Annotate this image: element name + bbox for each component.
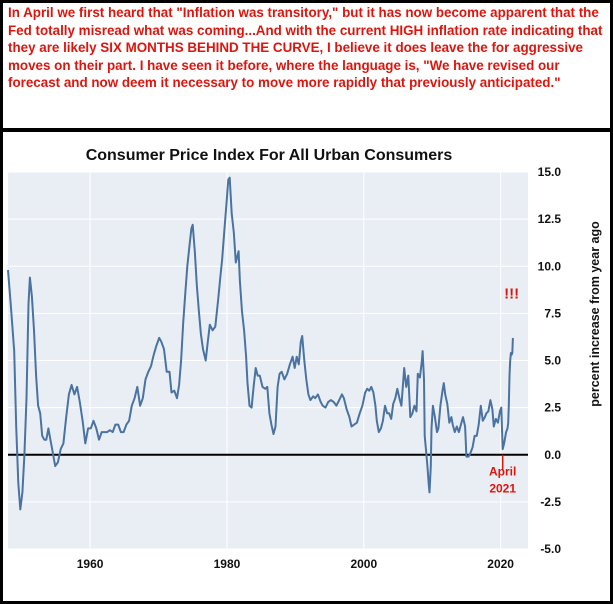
y-tick-label: 7.5 xyxy=(544,306,561,320)
y-tick-label: 0.0 xyxy=(544,448,561,462)
x-tick-label: 2000 xyxy=(350,557,377,571)
divider xyxy=(0,128,613,132)
tick-labels: 1960 1980 2000 2020 15.0 12.5 10.0 7.5 5.0 2.5 0.0… xyxy=(77,165,562,571)
y-tick-label: -2.5 xyxy=(540,495,561,509)
x-tick-label: 1980 xyxy=(214,557,241,571)
cpi-line-chart: Consumer Price Index For All Urban Consu… xyxy=(4,132,609,600)
y-tick-label: 12.5 xyxy=(538,212,562,226)
y-tick-label: 15.0 xyxy=(538,165,562,179)
y-axis-label: percent increase from year ago xyxy=(588,221,602,407)
chart-title: Consumer Price Index For All Urban Consu… xyxy=(86,147,453,164)
y-tick-label: 10.0 xyxy=(538,259,562,273)
annotation-label: !!! xyxy=(504,285,519,302)
y-tick-label: 2.5 xyxy=(544,401,561,415)
x-tick-label: 1960 xyxy=(77,557,104,571)
annotation-label: 2021 xyxy=(489,481,516,495)
y-tick-label: 5.0 xyxy=(544,354,561,368)
series-line xyxy=(7,176,514,511)
commentary-text: In April we first heard that "Inflation … xyxy=(8,5,603,91)
x-tick-label: 2020 xyxy=(487,557,514,571)
y-tick-label: -5.0 xyxy=(540,542,561,556)
annotation-label: April xyxy=(489,464,516,478)
chart-marks: !!! April 2021 xyxy=(7,176,528,511)
